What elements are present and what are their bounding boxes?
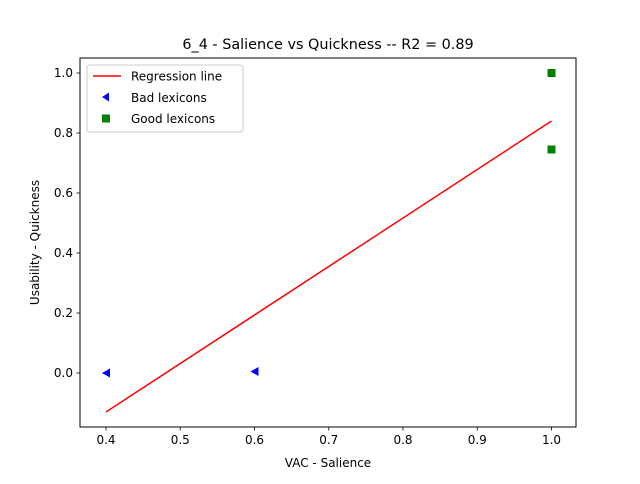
x-axis-label: VAC - Salience	[285, 456, 371, 470]
legend-label-good: Good lexicons	[131, 112, 215, 126]
y-tick-label: 0.6	[54, 186, 73, 200]
y-tick-label: 0.8	[54, 126, 73, 140]
plot-area	[101, 69, 556, 413]
y-tick-label: 0.2	[54, 306, 73, 320]
legend-frame	[86, 64, 244, 133]
bad-lexicon-point	[250, 367, 259, 376]
legend-square-swatch	[102, 114, 110, 123]
y-tick-label: 0.0	[54, 366, 73, 380]
x-tick-label: 1.0	[542, 433, 561, 447]
legend: Regression line Bad lexicons Good lexico…	[86, 64, 244, 133]
x-tick-label: 0.6	[245, 433, 264, 447]
good-lexicon-point	[547, 69, 556, 77]
chart-title: 6_4 - Salience vs Quickness -- R2 = 0.89	[182, 37, 473, 53]
x-tick-label: 0.7	[319, 433, 338, 447]
legend-label-bad: Bad lexicons	[131, 91, 207, 105]
y-axis: 0.0 0.2 0.4 0.6 0.8 1.0	[54, 66, 80, 380]
y-tick-label: 1.0	[54, 66, 73, 80]
x-tick-label: 0.4	[96, 433, 115, 447]
legend-triangle-swatch	[102, 92, 109, 102]
x-axis: 0.4 0.5 0.6 0.7 0.8 0.9 1.0	[96, 427, 561, 447]
y-axis-label: Usability - Quickness	[28, 180, 42, 305]
good-lexicon-point	[547, 145, 556, 154]
regression-line	[105, 120, 552, 413]
x-tick-label: 0.9	[468, 433, 487, 447]
x-tick-label: 0.8	[393, 433, 412, 447]
y-tick-label: 0.4	[54, 246, 73, 260]
legend-label-regression: Regression line	[131, 70, 222, 84]
axes-frame	[79, 57, 577, 428]
x-tick-label: 0.5	[171, 433, 190, 447]
bad-lexicon-point	[101, 368, 110, 378]
